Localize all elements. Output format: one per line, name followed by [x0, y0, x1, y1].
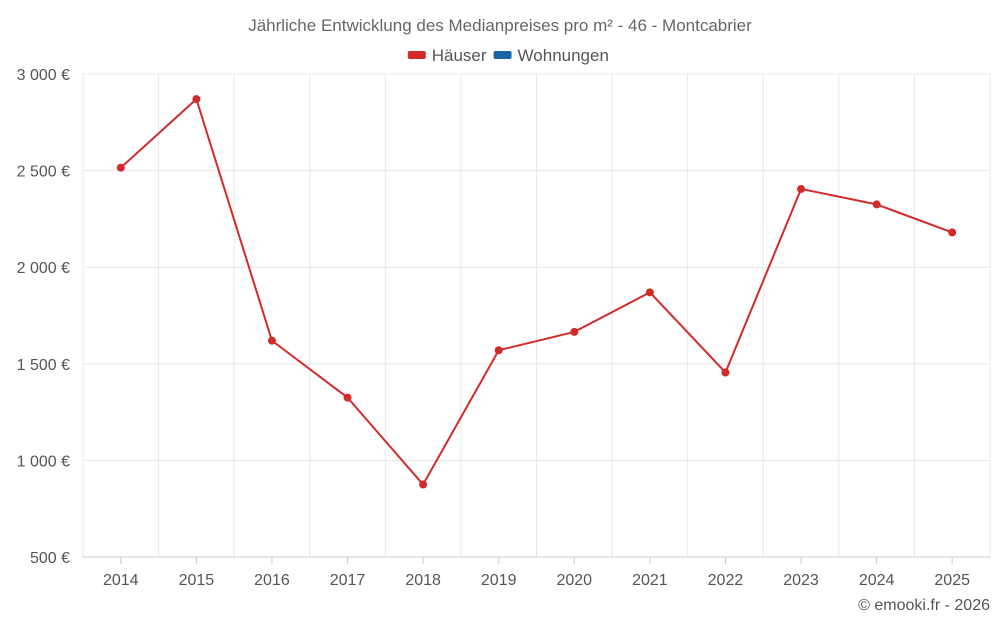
x-tick-label: 2020: [556, 572, 592, 589]
x-tick-label: 2014: [103, 572, 139, 589]
series-layer: [116, 95, 957, 489]
x-axis: 2014 2015 2016 2017 2018 2019 2020 2021 2022 2023…: [83, 556, 990, 589]
credit-text: © emooki.fr - 2026: [858, 597, 990, 614]
data-point: [267, 336, 276, 345]
data-point: [419, 480, 428, 489]
legend-swatch: [407, 51, 426, 59]
data-point: [948, 228, 957, 237]
data-point: [570, 327, 579, 336]
legend: Häuser Wohnungen: [407, 46, 609, 65]
y-tick-label: 1 500 €: [17, 357, 70, 374]
x-tick-label: 2017: [330, 572, 366, 589]
y-tick-label: 500 €: [30, 550, 70, 567]
y-tick-label: 1 000 €: [17, 453, 70, 470]
legend-label: Häuser: [432, 46, 487, 65]
x-tick-label: 2022: [708, 572, 744, 589]
chart-title: Jährliche Entwicklung des Medianpreises …: [248, 16, 752, 35]
x-tick-label: 2018: [405, 572, 441, 589]
grid: [82, 73, 991, 558]
data-point: [645, 288, 654, 297]
x-tick-label: 2015: [179, 572, 215, 589]
y-tick-label: 2 000 €: [17, 260, 70, 277]
x-tick-label: 2024: [859, 572, 895, 589]
y-tick-label: 2 500 €: [17, 164, 70, 181]
data-point: [343, 393, 352, 402]
data-point: [797, 184, 806, 193]
legend-label: Wohnungen: [518, 46, 609, 65]
y-tick-label: 3 000 €: [17, 67, 70, 84]
y-axis: 500 € 1 000 € 1 500 € 2 000 € 2 500 € 3 000 €: [17, 67, 70, 567]
data-point: [872, 200, 881, 209]
x-tick-label: 2019: [481, 572, 517, 589]
data-point: [494, 346, 503, 355]
x-tick-label: 2016: [254, 572, 290, 589]
x-tick-label: 2021: [632, 572, 668, 589]
legend-swatch: [493, 51, 512, 59]
data-point: [192, 95, 201, 104]
x-tick-label: 2023: [783, 572, 819, 589]
series-line: [120, 98, 953, 486]
data-point: [116, 163, 125, 172]
data-point: [721, 368, 730, 377]
x-tick-label: 2025: [934, 572, 970, 589]
